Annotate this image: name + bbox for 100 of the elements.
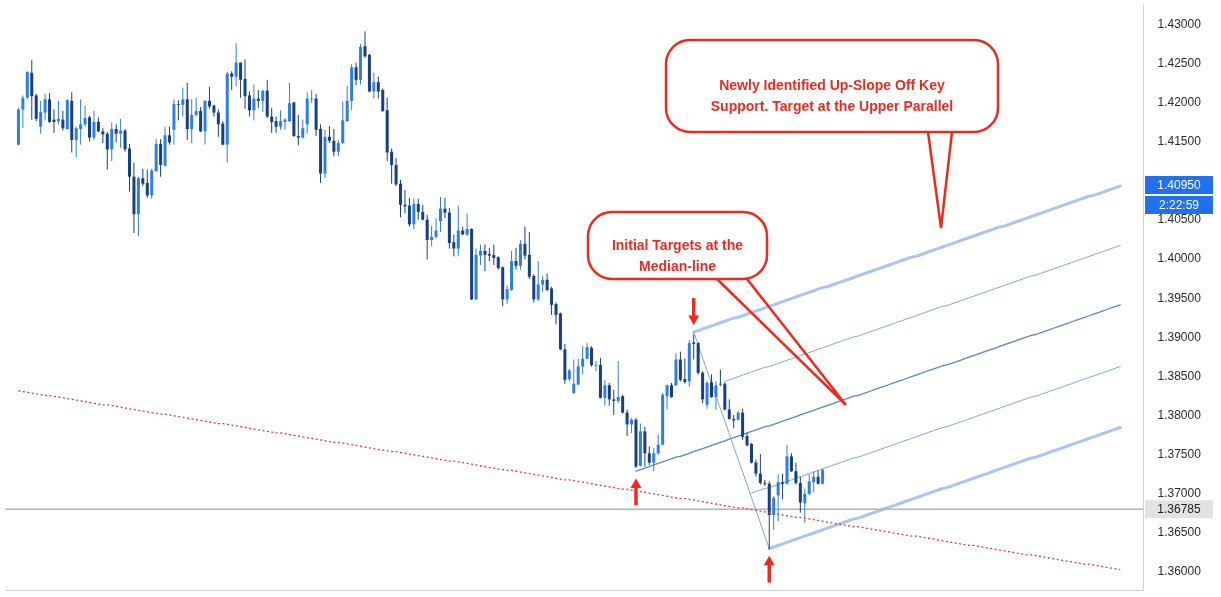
candlestick <box>536 260 540 302</box>
candlestick <box>372 72 376 100</box>
candlestick <box>465 212 469 237</box>
candlestick <box>514 247 518 271</box>
candlestick <box>74 126 78 158</box>
candlestick <box>581 345 585 375</box>
candlestick <box>341 101 345 145</box>
candlestick <box>772 495 776 531</box>
candlestick <box>207 86 211 110</box>
candlestick <box>412 198 416 230</box>
candlestick <box>443 197 447 219</box>
candlestick <box>616 360 620 404</box>
candlestick <box>572 359 576 395</box>
candlestick <box>279 109 283 131</box>
text: 2:22:59 <box>1158 198 1200 212</box>
candlestick <box>110 122 114 162</box>
candlestick <box>354 62 358 86</box>
candlestick <box>83 105 87 128</box>
candlestick <box>456 205 460 257</box>
y-tick-label: 1.39000 <box>1157 329 1202 344</box>
ref-line-label: 1.36785 <box>1157 502 1202 517</box>
candlestick <box>92 110 96 141</box>
candlestick <box>710 373 713 399</box>
annotation: Newly Identified Up-Slope Off Key Support. Target at the Upper Parallel <box>710 77 954 114</box>
candlestick <box>296 114 300 146</box>
candlestick <box>332 128 336 157</box>
y-tick-label: 1.41500 <box>1157 134 1202 149</box>
y-tick-label: 1.38500 <box>1157 368 1202 383</box>
candlestick <box>261 89 265 113</box>
candlestick <box>607 382 611 407</box>
candlestick <box>390 148 394 185</box>
candlestick <box>665 384 669 411</box>
candlestick <box>416 198 420 221</box>
candlestick <box>270 107 274 134</box>
candlestick <box>647 445 651 466</box>
candlestick <box>230 70 234 91</box>
y-tick-label: 1.43000 <box>1157 17 1202 32</box>
candlestick <box>21 94 25 129</box>
candlestick <box>221 120 225 146</box>
candlestick <box>159 138 163 178</box>
candlestick <box>816 469 820 486</box>
y-tick-label: 1.37000 <box>1157 485 1202 500</box>
candlestick <box>252 83 256 121</box>
y-tick-label: 1.40000 <box>1157 251 1202 266</box>
candlestick <box>88 115 92 143</box>
candlestick <box>407 197 411 228</box>
candlestick <box>181 87 185 118</box>
candlestick <box>48 92 52 124</box>
candlestick <box>39 100 43 135</box>
candlestick <box>652 447 656 472</box>
candlestick <box>199 106 203 133</box>
candlestick <box>439 196 442 233</box>
candlestick <box>363 30 367 59</box>
candlestick <box>594 360 598 372</box>
candlestick <box>34 93 38 122</box>
candlestick <box>776 473 780 522</box>
candlestick <box>803 487 807 524</box>
candlestick <box>603 379 607 407</box>
candlestick <box>807 473 811 496</box>
annotation: Initial Targets at the Median-line <box>611 236 744 274</box>
candlestick <box>425 214 429 260</box>
line-series <box>17 390 1121 571</box>
candlestick <box>43 93 47 121</box>
candlestick <box>61 110 65 132</box>
candlestick <box>30 59 34 121</box>
candlestick <box>683 358 687 385</box>
y-tick-label: 1.42500 <box>1157 56 1202 71</box>
text: 1.40950 <box>1157 178 1202 192</box>
candlestick <box>101 127 105 144</box>
candlestick <box>576 358 580 386</box>
candlestick <box>239 62 243 99</box>
candlestick <box>678 351 682 382</box>
y-tick-label: 1.36000 <box>1157 563 1202 578</box>
candlestick <box>656 434 660 456</box>
line-series <box>767 425 1122 551</box>
y-tick-label: 1.40500 <box>1157 212 1202 227</box>
candlestick <box>590 345 594 368</box>
candlestick <box>727 398 731 421</box>
candlestick <box>176 99 180 121</box>
candlestick <box>123 128 127 153</box>
candlestick <box>234 42 238 87</box>
y-tick-label: 1.38000 <box>1157 407 1202 422</box>
candlestick <box>812 470 816 493</box>
candlestick <box>714 380 718 411</box>
candlestick <box>643 426 647 468</box>
y-tick-label: 1.42000 <box>1157 95 1202 110</box>
candlestick <box>492 244 496 266</box>
candlestick <box>105 131 109 171</box>
candlestick <box>483 244 487 272</box>
candlestick <box>216 108 220 138</box>
candlestick <box>794 462 798 486</box>
candlestick <box>345 85 349 123</box>
candlestick <box>758 453 762 486</box>
y-tick-label: 1.37500 <box>1157 446 1202 461</box>
candlestick <box>781 473 785 500</box>
candlestick <box>523 226 527 260</box>
candlestick <box>430 225 434 247</box>
candlestick <box>145 169 149 199</box>
candlestick <box>612 389 616 416</box>
candlestick <box>399 179 403 218</box>
